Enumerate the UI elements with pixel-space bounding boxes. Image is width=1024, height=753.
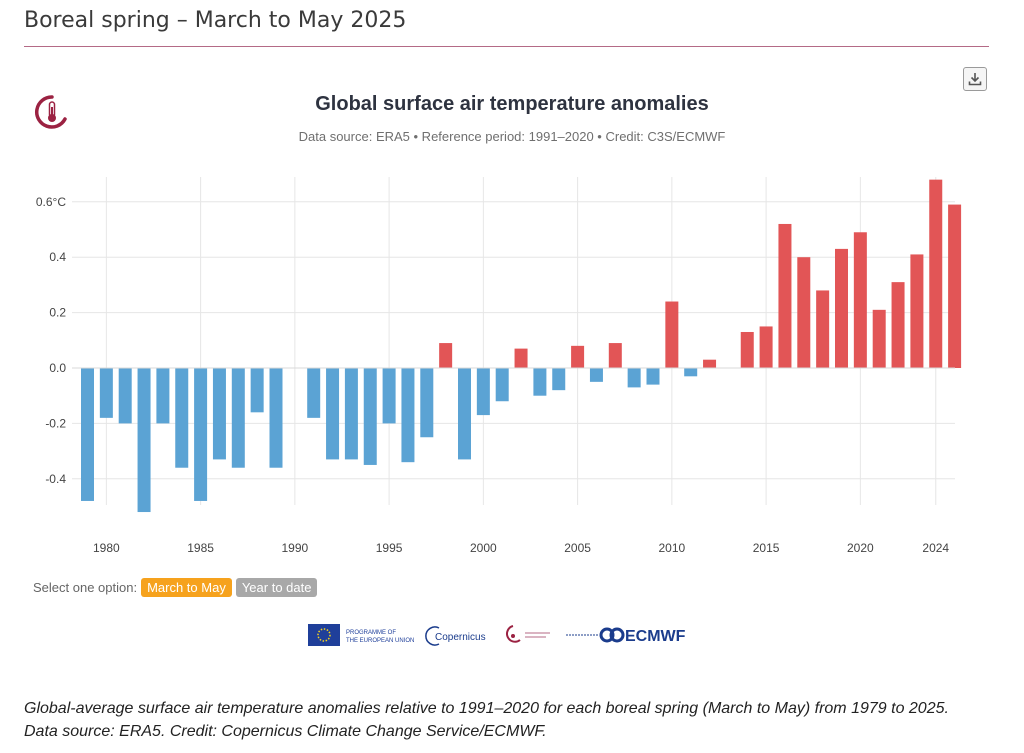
option-label: Select one option: <box>33 580 138 595</box>
bar-2012 <box>703 359 717 368</box>
bar-1986 <box>212 368 226 460</box>
download-button[interactable] <box>963 67 987 91</box>
c3s-thermometer-logo <box>35 95 67 129</box>
y-tick-label: -0.2 <box>45 416 66 430</box>
bar-1998 <box>439 343 453 368</box>
bar-1980 <box>99 368 113 418</box>
copernicus-wordmark: Copernicus <box>435 632 486 643</box>
figure-caption: Global-average surface air temperature a… <box>24 700 949 740</box>
x-tick-label: 2000 <box>470 541 497 555</box>
bar-1995 <box>382 368 396 424</box>
c3s-small-logo <box>506 625 550 643</box>
x-tick-label: 2020 <box>847 541 874 555</box>
ecmwf-logo: ECMWF <box>599 627 686 645</box>
bar-2000 <box>476 368 490 416</box>
bar-2023 <box>910 254 924 368</box>
bar-2025 <box>948 204 962 368</box>
bar-2004 <box>552 368 566 391</box>
temperature-anomaly-bar-chart: 0.6°C 0.4 0.2 0.0 -0.2 -0.4 1980 1985 1990 1995 20… <box>36 177 962 555</box>
bar-1979 <box>81 368 94 501</box>
page-title: Boreal spring – March to May 2025 <box>24 8 407 33</box>
bar-2019 <box>835 248 848 368</box>
bar-2015 <box>759 326 773 368</box>
bar-2016 <box>778 223 792 368</box>
bar-2024 <box>929 179 943 368</box>
bar-1996 <box>401 368 415 463</box>
bar-2014 <box>740 331 754 368</box>
option-selector: Select one option: March to May Year to … <box>33 578 318 597</box>
bar-2008 <box>627 368 641 388</box>
y-tick-label: 0.0 <box>49 361 66 375</box>
ecmwf-wordmark: ECMWF <box>625 628 686 645</box>
bar-2021 <box>872 309 886 368</box>
eu-programme-text-2: THE EUROPEAN UNION <box>346 638 414 644</box>
chart-title: Global surface air temperature anomalies <box>315 93 709 115</box>
eu-flag-logo <box>308 624 340 646</box>
bar-1982 <box>137 368 151 513</box>
x-tick-label: 1995 <box>376 541 403 555</box>
bar-2017 <box>797 257 811 368</box>
bar-2003 <box>533 368 547 396</box>
bar-1989 <box>269 368 283 468</box>
x-tick-label: 1985 <box>187 541 214 555</box>
y-tick-label: 0.6°C <box>36 195 66 209</box>
x-tick-label: 2024 <box>922 541 949 555</box>
bar-1992 <box>326 368 340 460</box>
bar-1987 <box>231 368 245 468</box>
bar-1999 <box>458 368 471 460</box>
bar-2005 <box>571 345 585 368</box>
x-tick-label: 2015 <box>753 541 780 555</box>
bar-1981 <box>118 368 132 424</box>
bar-1983 <box>156 368 170 424</box>
eu-programme-text-1: PROGRAMME OF <box>346 630 396 636</box>
partner-logos: PROGRAMME OF THE EUROPEAN UNION Copernic… <box>308 624 686 646</box>
bar-2011 <box>684 368 698 377</box>
title-divider <box>24 46 989 47</box>
download-icon <box>968 73 982 86</box>
y-tick-label: 0.4 <box>49 250 66 264</box>
x-tick-label: 2005 <box>564 541 591 555</box>
bar-1994 <box>363 368 377 465</box>
bar-1993 <box>344 368 358 460</box>
x-tick-label: 2010 <box>658 541 685 555</box>
option-year-to-date[interactable]: Year to date <box>235 578 318 597</box>
bar-1997 <box>420 368 434 438</box>
y-tick-label: -0.4 <box>45 472 66 486</box>
bar-2006 <box>589 368 603 382</box>
bar-2010 <box>665 301 679 368</box>
bar-2020 <box>853 232 867 368</box>
copernicus-logo: Copernicus <box>425 626 486 646</box>
bar-1984 <box>175 368 189 468</box>
bar-2002 <box>514 348 528 368</box>
bar-1988 <box>250 368 264 413</box>
bar-1991 <box>307 368 321 418</box>
option-march-to-may[interactable]: March to May <box>141 578 232 597</box>
bar-2007 <box>608 343 622 368</box>
x-tick-label: 1980 <box>93 541 120 555</box>
bar-2022 <box>891 282 905 368</box>
bar-2018 <box>816 290 830 368</box>
y-tick-label: 0.2 <box>49 306 66 320</box>
bar-2001 <box>495 368 509 402</box>
bar-2009 <box>646 368 660 385</box>
x-tick-label: 1990 <box>281 541 308 555</box>
chart-subtitle: Data source: ERA5 • Reference period: 19… <box>298 129 726 144</box>
bar-1985 <box>194 368 208 501</box>
